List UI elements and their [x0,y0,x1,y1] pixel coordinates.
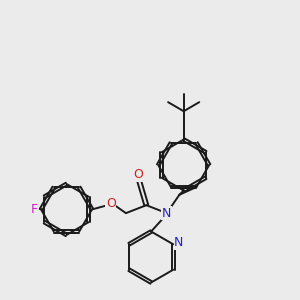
Text: F: F [31,203,38,216]
Text: N: N [162,207,171,220]
Text: O: O [106,197,116,210]
Text: O: O [133,168,143,182]
Text: N: N [174,236,184,249]
